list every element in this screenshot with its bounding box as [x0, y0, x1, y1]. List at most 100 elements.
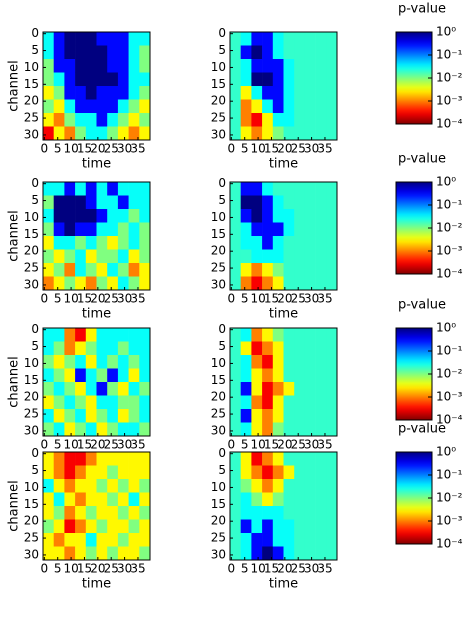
heatmap-cell — [251, 249, 263, 264]
heatmap-cell — [251, 395, 263, 410]
x-tick-label: 20 — [277, 142, 292, 156]
colorbar-tick-label: 10⁻² — [436, 71, 463, 85]
heatmap-cell — [128, 506, 140, 520]
heatmap-cell — [43, 263, 54, 277]
x-tick-label: 15 — [264, 438, 279, 452]
y-tick-label: 5 — [31, 193, 39, 207]
heatmap-cell — [262, 209, 274, 223]
x-tick-label: 25 — [104, 562, 119, 576]
x-axis-label: time — [82, 157, 111, 172]
heatmap-cell — [53, 506, 65, 520]
heatmap-cell — [240, 409, 252, 423]
heatmap-cell — [315, 45, 327, 60]
heatmap-cell — [240, 126, 252, 141]
colorbar — [395, 327, 433, 421]
x-tick-label: 10 — [250, 292, 265, 306]
heatmap-cell — [294, 479, 306, 493]
y-tick-label: 15 — [24, 497, 39, 511]
heatmap-cell — [230, 126, 241, 141]
heatmap-cell — [326, 113, 338, 127]
heatmap-cell — [117, 506, 129, 520]
heatmap-cell — [128, 395, 140, 410]
heatmap-cell — [230, 263, 241, 277]
heatmap-cell — [294, 99, 306, 114]
heatmap-cell — [64, 222, 76, 237]
x-tick-label: 10 — [63, 292, 78, 306]
heatmap-cell — [272, 479, 284, 493]
heatmap-cell — [283, 546, 295, 561]
heatmap-cell — [230, 465, 241, 480]
heatmap-cell — [75, 72, 87, 87]
heatmap-cell — [85, 533, 97, 547]
x-tick-label: 5 — [54, 292, 62, 306]
heatmap-cell — [251, 86, 263, 100]
heatmap-cell — [304, 328, 316, 342]
heatmap-cell — [272, 355, 284, 369]
heatmap-cell — [43, 546, 54, 561]
x-tick-label: 15 — [77, 142, 92, 156]
heatmap-cell — [240, 328, 252, 342]
heatmap-cell — [53, 86, 65, 100]
y-tick-label: 0 — [218, 322, 226, 336]
heatmap-cell — [272, 276, 284, 291]
x-tick-label: 20 — [277, 562, 292, 576]
heatmap-cell — [326, 236, 338, 250]
heatmap-cell — [294, 519, 306, 534]
heatmap-cell — [304, 209, 316, 223]
colorbar-tick-label: 10⁻³ — [436, 244, 463, 258]
heatmap-cell — [139, 328, 151, 342]
heatmap-cell — [53, 409, 65, 423]
heatmap-cell — [75, 395, 87, 410]
heatmap-cell — [64, 492, 76, 507]
heatmap-cell — [315, 86, 327, 100]
heatmap-cell — [304, 546, 316, 561]
heatmap-cell — [272, 452, 284, 466]
y-tick-label: 10 — [24, 60, 39, 74]
x-tick-label: 35 — [317, 292, 332, 306]
heatmap-cell — [85, 395, 97, 410]
heatmap-cell — [85, 126, 97, 141]
x-tick-label: 0 — [228, 438, 236, 452]
y-tick-label: 0 — [218, 26, 226, 40]
heatmap-cell — [240, 492, 252, 507]
heatmap-cell — [230, 222, 241, 237]
heatmap-cell — [251, 236, 263, 250]
heatmap-cell — [64, 519, 76, 534]
heatmap-cell — [315, 368, 327, 383]
heatmap-cell — [240, 276, 252, 291]
x-tick-label: 10 — [250, 142, 265, 156]
y-tick-label: 30 — [24, 423, 39, 437]
x-tick-label: 20 — [277, 292, 292, 306]
heatmap-cell — [262, 422, 274, 437]
heatmap-cell — [139, 236, 151, 250]
heatmap-cell — [251, 368, 263, 383]
heatmap-cell — [251, 409, 263, 423]
heatmap-cell — [53, 182, 65, 196]
heatmap-cell — [283, 222, 295, 237]
heatmap-cell — [272, 195, 284, 210]
heatmap-cell — [262, 45, 274, 60]
heatmap-cell — [85, 368, 97, 383]
heatmap-cell — [283, 72, 295, 87]
heatmap-cell — [240, 99, 252, 114]
heatmap-cell — [64, 263, 76, 277]
axes-frame — [229, 31, 338, 141]
y-tick-label: 20 — [24, 514, 39, 528]
heatmap-cell — [128, 99, 140, 114]
heatmap-cell — [85, 479, 97, 493]
heatmap-cell — [43, 222, 54, 237]
heatmap-cell — [251, 222, 263, 237]
heatmap-cell — [304, 236, 316, 250]
heatmap-cell — [53, 59, 65, 73]
heatmap-cell — [75, 533, 87, 547]
heatmap-cell — [326, 341, 338, 356]
heatmap-cell — [315, 209, 327, 223]
heatmap-cell — [96, 195, 108, 210]
heatmap-cell — [315, 382, 327, 396]
y-tick-label: 20 — [211, 390, 226, 404]
heatmap-cell — [262, 72, 274, 87]
heatmap-cell — [85, 195, 97, 210]
heatmap-cell — [230, 533, 241, 547]
heatmap-cell — [128, 479, 140, 493]
heatmap-cell — [53, 546, 65, 561]
